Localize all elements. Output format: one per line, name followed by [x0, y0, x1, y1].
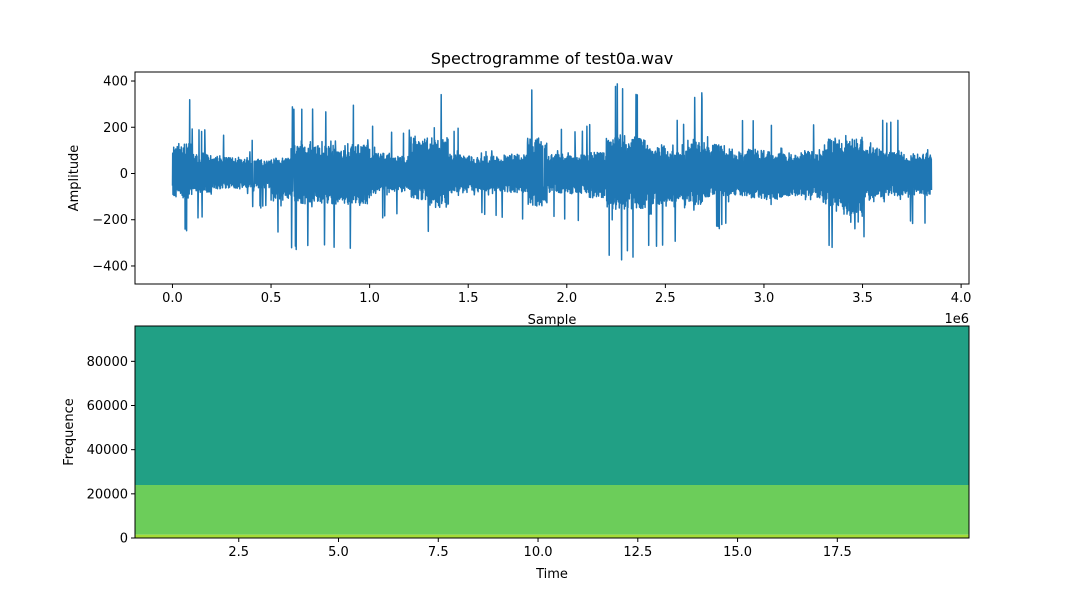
spectrogram-band: [135, 326, 969, 485]
x-tick-label: 4.0: [951, 291, 972, 306]
waveform-ylabel: Amplitude: [67, 145, 82, 212]
x-tick-label: 1.0: [359, 291, 380, 306]
x-tick-label: 17.5: [823, 545, 852, 560]
waveform-x-offset: 1e6: [944, 312, 969, 327]
spectrogram-band: [135, 485, 969, 535]
x-tick-label: 2.0: [556, 291, 577, 306]
waveform-xlabel: Sample: [528, 313, 577, 328]
spectrogram-band: [135, 534, 969, 538]
x-tick-label: 15.0: [723, 545, 752, 560]
y-tick-label: 40000: [87, 443, 128, 458]
waveform-line: [171, 83, 933, 261]
y-tick-label: 80000: [87, 355, 128, 370]
x-tick-label: 5.0: [328, 545, 349, 560]
x-tick-label: 1.5: [458, 291, 479, 306]
x-tick-label: 2.5: [228, 545, 249, 560]
spectrogram-xlabel: Time: [535, 567, 568, 582]
spectrogram-ylabel: Frequence: [62, 398, 77, 465]
y-tick-label: 0: [120, 532, 128, 547]
x-tick-label: 0.5: [261, 291, 282, 306]
x-tick-label: 7.5: [428, 545, 449, 560]
y-tick-label: 0: [120, 167, 128, 182]
y-tick-label: 200: [103, 121, 128, 136]
chart-title: Spectrogramme of test0a.wav: [431, 49, 674, 68]
y-tick-label: 60000: [87, 399, 128, 414]
y-tick-label: −400: [92, 259, 128, 274]
axes-frame: [134, 71, 970, 285]
x-tick-label: 2.5: [655, 291, 676, 306]
spectrogram-axes: 2.5 5.0 7.5 10.0 12.5 15.0 17.5 0 20000 40000 6000…: [87, 325, 970, 560]
x-tick-label: 10.0: [524, 545, 553, 560]
x-tick-label: 12.5: [623, 545, 652, 560]
x-tick-label: 0.0: [162, 291, 183, 306]
y-tick-label: −200: [92, 213, 128, 228]
x-tick-label: 3.5: [852, 291, 873, 306]
waveform-axes: 0.0 0.5 1.0 1.5 2.0 2.5 3.0 3.5 4.0 −400 −200 0 200 4…: [92, 71, 972, 306]
axes-frame: [134, 325, 970, 539]
y-tick-label: 400: [103, 75, 128, 90]
x-tick-label: 3.0: [754, 291, 775, 306]
y-tick-label: 20000: [87, 487, 128, 502]
